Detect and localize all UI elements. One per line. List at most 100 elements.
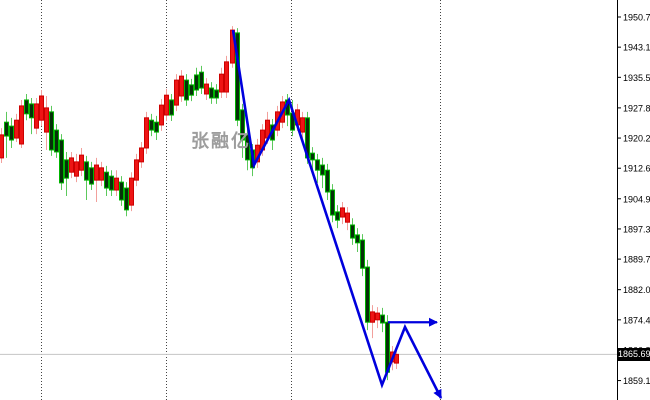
candle-body — [194, 74, 199, 91]
candle-up — [69, 151, 74, 179]
candle-body — [9, 125, 14, 141]
candle-body — [99, 167, 104, 181]
broker-watermark-text: 张融亿 — [191, 131, 251, 151]
candle-down — [59, 134, 64, 191]
candle-body — [370, 311, 375, 323]
candle-down — [199, 65, 204, 94]
candle-up — [345, 207, 350, 231]
candle-down — [355, 228, 360, 252]
candle-body — [14, 119, 19, 139]
candle-body — [29, 103, 34, 119]
candle-body — [214, 89, 219, 99]
axis-background — [618, 0, 650, 400]
candle-up — [174, 74, 179, 112]
candle-body — [34, 103, 39, 129]
axis-price-label: 1874.40 — [623, 315, 650, 325]
candle-down — [245, 128, 250, 171]
candle-body — [224, 61, 229, 93]
candle-up — [94, 157, 99, 202]
candle-up — [219, 67, 224, 98]
axis-price-label: 1935.50 — [623, 73, 650, 83]
candle-down — [365, 259, 370, 331]
candle-up — [34, 97, 39, 135]
candle-body — [300, 117, 305, 133]
candle-down — [29, 97, 34, 135]
candle-body — [109, 175, 114, 191]
candle-down — [184, 74, 189, 106]
candle-up — [159, 99, 164, 131]
candle-body — [245, 134, 250, 161]
candle-up — [114, 170, 119, 197]
candlestick-series — [0, 26, 399, 381]
candle-up — [0, 128, 4, 164]
candle-body — [39, 95, 44, 121]
candle-body — [134, 159, 139, 181]
candle-body — [69, 157, 74, 173]
candle-up — [39, 90, 44, 127]
candle-down — [214, 84, 219, 104]
candle-body — [0, 134, 4, 159]
candle-body — [174, 79, 179, 106]
candle-down — [49, 105, 54, 156]
candle-body — [89, 167, 94, 185]
candle-body — [154, 121, 159, 133]
candle-up — [340, 201, 345, 225]
axis-price-label: 1904.90 — [623, 194, 650, 204]
candle-body — [204, 83, 209, 95]
candle-down — [209, 82, 214, 104]
candle-down — [320, 157, 325, 189]
axis-price-label: 1912.60 — [623, 164, 650, 174]
candle-down — [330, 184, 335, 223]
candle-down — [189, 78, 194, 102]
candle-up — [19, 99, 24, 148]
candle-body — [350, 224, 355, 239]
candle-body — [94, 164, 99, 181]
candle-down — [360, 234, 365, 277]
candle-down — [24, 93, 29, 121]
candle-down — [89, 161, 94, 191]
candle-body — [184, 79, 189, 101]
candle-down — [149, 113, 154, 137]
candle-body — [59, 139, 64, 184]
axis-price-label: 1920.20 — [623, 134, 650, 144]
candle-body — [189, 84, 194, 96]
trend-zigzag-line[interactable] — [231, 29, 443, 399]
drawn-trend-annotations[interactable] — [231, 29, 443, 399]
candle-body — [144, 117, 149, 149]
candle-down — [315, 153, 320, 183]
candle-down — [119, 176, 124, 206]
candle-body — [84, 161, 89, 181]
candle-body — [240, 109, 245, 141]
candle-up — [139, 142, 144, 168]
candle-body — [4, 121, 9, 137]
axis-price-label: 1889.70 — [623, 255, 650, 265]
axis-price-label: 1927.80 — [623, 103, 650, 113]
candle-body — [360, 239, 365, 269]
candle-up — [179, 70, 184, 102]
candle-body — [340, 207, 345, 218]
candle-down — [194, 67, 199, 96]
candle-body — [64, 159, 69, 179]
axis-price-label: 1859.10 — [623, 376, 650, 386]
candle-down — [335, 205, 340, 229]
candle-body — [159, 104, 164, 126]
candle-down — [109, 170, 114, 197]
candle-body — [335, 211, 340, 221]
candle-down — [325, 163, 330, 200]
candle-up — [300, 111, 305, 139]
candle-body — [199, 71, 204, 89]
candle-body — [209, 87, 214, 99]
candle-body — [394, 353, 399, 364]
candle-body — [330, 189, 335, 216]
candle-up — [144, 111, 149, 154]
candle-body — [119, 181, 124, 201]
price-axis[interactable]: 1950.70 1943.10 1935.50 1927.80 1920.20 1912.… — [617, 0, 650, 400]
candle-body — [19, 105, 24, 145]
candle-up — [79, 147, 84, 177]
axis-price-label: 1950.70 — [623, 13, 650, 23]
candle-body — [24, 99, 29, 115]
current-price-tag: 1865.69 — [618, 348, 650, 361]
candle-down — [9, 117, 14, 148]
